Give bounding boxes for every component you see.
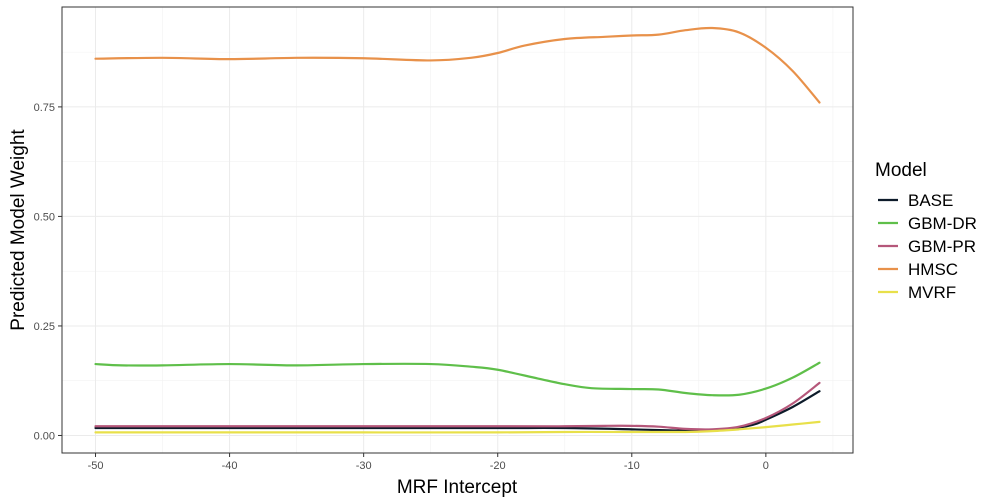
legend-label-gbm-pr: GBM-PR <box>908 237 976 256</box>
x-tick-label: -20 <box>490 460 506 472</box>
series-lines <box>94 26 821 434</box>
y-axis: 0.00 0.25 0.50 0.75 <box>34 102 62 442</box>
grid-minor <box>62 7 853 453</box>
legend-label-base: BASE <box>908 191 953 210</box>
x-tick-label: -10 <box>624 460 640 472</box>
y-axis-title: Predicted Model Weight <box>8 129 29 331</box>
legend-title: Model <box>875 160 927 181</box>
legend-label-gbm-dr: GBM-DR <box>908 214 977 233</box>
series-line-base <box>94 390 821 432</box>
series-line-mvrf <box>94 420 821 434</box>
y-tick-label: 0.25 <box>34 321 55 333</box>
y-tick-label: 0.75 <box>34 102 55 114</box>
x-tick-label: -40 <box>222 460 238 472</box>
y-tick-label: 0.00 <box>34 430 55 442</box>
x-axis: -50 -40 -30 -20 -10 0 <box>88 453 769 472</box>
series-line-gbm-pr <box>94 381 821 431</box>
x-tick-label: -50 <box>88 460 104 472</box>
legend-label-mvrf: MVRF <box>908 283 956 302</box>
y-tick-label: 0.50 <box>34 211 55 223</box>
grid-major <box>62 7 853 453</box>
legend: Model BASE GBM-DR GBM-PR HMSC MVRF <box>875 160 977 302</box>
legend-label-hmsc: HMSC <box>908 260 958 279</box>
x-axis-title: MRF Intercept <box>397 477 518 498</box>
x-tick-label: 0 <box>763 460 769 472</box>
panel-background <box>62 7 853 453</box>
series-line-hmsc <box>94 26 821 104</box>
x-tick-label: -30 <box>356 460 372 472</box>
panel-border <box>61 6 854 454</box>
series-line-gbm-dr <box>94 361 821 397</box>
